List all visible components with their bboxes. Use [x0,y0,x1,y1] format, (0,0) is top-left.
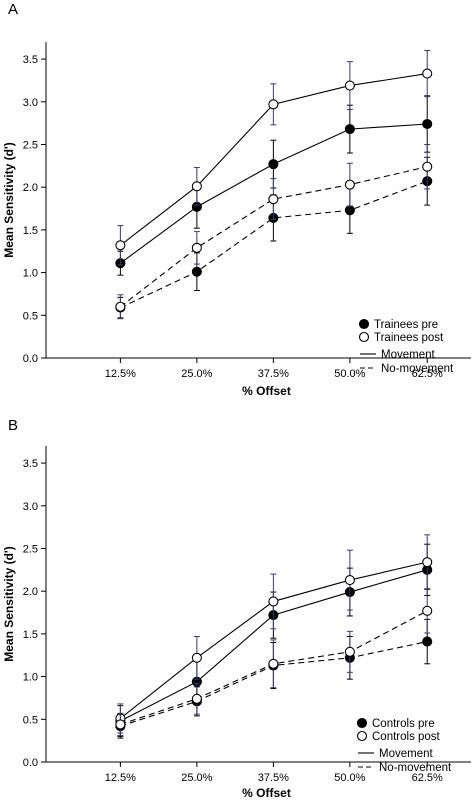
legend-marker [356,717,368,729]
data-point [344,646,355,657]
y-tick-label: 0.0 [23,757,38,769]
x-tick-label: 25.0% [181,772,212,784]
series-post-no-movement [115,143,433,320]
y-tick-label: 0.0 [23,353,38,365]
y-tick-label: 1.0 [23,268,38,280]
x-tick-label: 50.0% [334,368,365,380]
x-tick-label: 25.0% [181,368,212,380]
legend-marker [358,318,370,330]
data-point [191,181,202,192]
panel-label: A [8,1,18,18]
legend-label: Controls pre [372,718,435,730]
y-tick-label: 3.5 [23,54,38,66]
chart-panel-b: B 0.0 0.5 1.0 1.5 2.0 2.5 3.0 3.5 12.5% 25.0% 37.5%… [2,417,471,800]
data-point [191,693,202,704]
data-point [344,205,355,216]
data-point [268,99,279,110]
y-tick-label: 1.0 [23,672,38,684]
y-tick-label: 3.0 [23,501,38,513]
legend-label: Controls post [372,731,441,743]
data-point [344,80,355,91]
x-tick-label: 50.0% [334,772,365,784]
data-point [422,557,433,568]
y-tick-label: 3.5 [23,458,38,470]
y-tick-label: 2.0 [23,182,38,194]
x-tick-label: 62.5% [412,772,443,784]
legend-label: Movement [381,349,435,361]
y-tick-label: 1.5 [23,225,38,237]
y-tick-label: 1.5 [23,629,38,641]
data-point [422,161,433,172]
series-line [120,180,428,309]
data-point [344,575,355,586]
x-tick-label: 12.5% [105,368,136,380]
panel-label: B [8,417,18,434]
x-tick-label: 37.5% [258,772,289,784]
legend-label: No-movement [381,363,454,375]
chart-panel-a: A 0.0 0.5 1.0 1.5 2.0 2.5 3.0 3.5 12.5% 25.0% 37.5%… [2,1,471,398]
legend-marker [358,331,370,343]
data-point [115,240,126,251]
legend-label: Movement [379,748,433,760]
y-axis-title: Mean Sensitivity (d') [2,142,16,258]
y-axis-title: Mean Sensitivity (d') [2,546,16,662]
y-tick-label: 0.5 [23,310,38,322]
data-point [115,719,126,730]
legend-label: Trainees pre [374,319,438,331]
data-point [422,118,433,130]
legend-label: Trainees post [374,332,444,344]
data-point [422,68,433,79]
data-point [268,194,279,205]
data-point [422,636,433,647]
x-tick-label: 62.5% [412,368,443,380]
data-point [115,301,126,312]
data-point [344,124,355,135]
x-tick-label: 12.5% [105,772,136,784]
y-tick-label: 2.5 [23,543,38,555]
y-tick-label: 2.5 [23,139,38,151]
data-point [191,652,202,663]
x-axis-title: % Offset [242,384,291,398]
data-point [191,266,202,277]
data-point [268,159,279,170]
data-point [422,605,433,616]
series-post-movement [115,50,433,266]
legend-label: No-movement [379,762,452,774]
data-point [344,179,355,190]
y-tick-label: 0.5 [23,714,38,726]
y-tick-label: 2.0 [23,586,38,598]
data-point [268,658,279,669]
series-line [120,166,428,308]
data-point [191,242,202,253]
x-tick-label: 37.5% [258,368,289,380]
series-post-no-movement [115,588,433,737]
y-tick-label: 3.0 [23,97,38,109]
x-axis-title: % Offset [242,786,291,800]
data-point [268,596,279,607]
legend-marker [356,730,368,742]
